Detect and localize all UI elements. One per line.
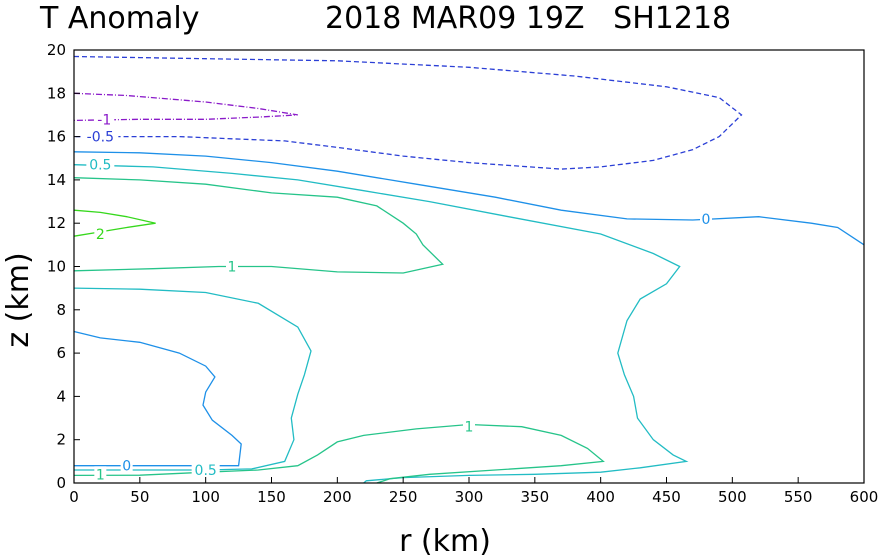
x-tick-label: 550 xyxy=(784,488,813,506)
contour-label: 1 xyxy=(465,420,474,436)
y-tick-label: 8 xyxy=(56,301,66,319)
contour-label-bg xyxy=(191,462,220,478)
contour-line--0.5 xyxy=(73,55,743,170)
contour-label-bg xyxy=(82,128,119,144)
x-tick-label: 150 xyxy=(257,488,286,506)
plot-frame xyxy=(73,49,865,484)
chart-title-right: 2018 MAR09 19Z SH1218 xyxy=(325,1,731,36)
contour-label: 2 xyxy=(96,227,105,243)
contour-label-bg xyxy=(94,111,115,127)
y-tick-label: 16 xyxy=(47,128,66,146)
contour-label-bg xyxy=(120,457,133,473)
contour-label-bg xyxy=(226,258,238,274)
y-tick-label: 2 xyxy=(56,431,66,449)
x-tick-label: 600 xyxy=(850,488,879,506)
contour-line-0.5 xyxy=(73,287,312,471)
y-tick-label: 14 xyxy=(47,171,66,189)
contour-label: 0 xyxy=(702,212,711,228)
y-tick-label: 4 xyxy=(56,387,66,405)
y-tick-label: 10 xyxy=(47,258,66,276)
x-tick-label: 50 xyxy=(130,488,149,506)
y-tick-label: 12 xyxy=(47,214,66,232)
x-axis-ticks: 0 50 100 150 200 250 300 350 400 450 500 550 600 xyxy=(69,477,878,506)
contour-label: 0.5 xyxy=(195,463,217,479)
chart-title-left: T Anomaly xyxy=(39,1,199,36)
x-tick-label: 200 xyxy=(323,488,352,506)
x-tick-label: 300 xyxy=(455,488,484,506)
y-tick-label: 0 xyxy=(56,474,66,492)
contour-label: 0 xyxy=(122,459,131,475)
contour-label-bg xyxy=(700,210,712,226)
x-tick-label: 350 xyxy=(521,488,550,506)
x-tick-label: 0 xyxy=(69,488,79,506)
contour-line-0 xyxy=(73,330,242,467)
contour-labels: -0.5 -1 0 0 0.5 0.5 1 1 1 2 xyxy=(82,111,712,483)
contour-label-bg xyxy=(463,418,475,434)
contour-label-bg xyxy=(94,226,107,242)
contour-label: 1 xyxy=(228,260,237,276)
y-axis-ticks: 0 2 4 6 8 10 12 14 16 18 20 xyxy=(47,41,80,492)
x-tick-label: 250 xyxy=(389,488,418,506)
contour-label: 1 xyxy=(96,467,105,483)
x-tick-label: 400 xyxy=(586,488,615,506)
y-tick-label: 6 xyxy=(56,344,66,362)
y-axis-label: z (km) xyxy=(1,252,36,347)
contour-label-bg xyxy=(86,156,115,172)
x-tick-label: 450 xyxy=(652,488,681,506)
contour-label: 0.5 xyxy=(89,158,111,174)
x-axis-label: r (km) xyxy=(399,524,491,559)
y-tick-label: 18 xyxy=(47,84,66,102)
x-tick-label: 100 xyxy=(191,488,220,506)
contour-line-0.5 xyxy=(73,164,689,484)
contour-label: -1 xyxy=(97,112,111,128)
contour-line-0 xyxy=(73,151,865,246)
contour-label: -0.5 xyxy=(87,130,114,146)
contour-line-1 xyxy=(73,177,445,274)
contour-label-bg xyxy=(94,466,107,482)
contour-lines xyxy=(73,55,865,484)
contour-line--1 xyxy=(73,92,298,122)
contour-line-2 xyxy=(73,209,156,237)
y-tick-label: 20 xyxy=(47,41,66,59)
x-tick-label: 500 xyxy=(718,488,747,506)
